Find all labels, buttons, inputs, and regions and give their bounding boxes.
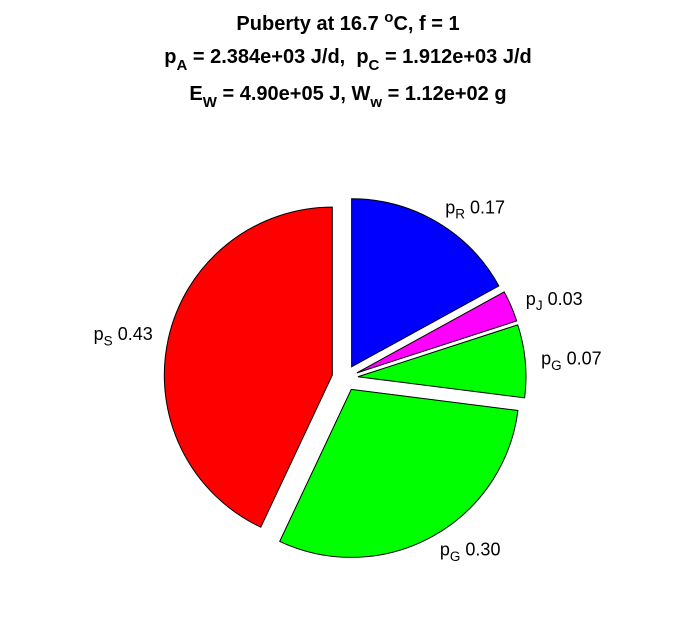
slice-value-label: 0.07 [567, 348, 602, 368]
slice-value-label: 0.43 [118, 324, 153, 344]
slice-value-label: 0.03 [548, 289, 583, 309]
script-text: G [551, 357, 562, 372]
pie-slice [357, 324, 527, 399]
chart-title-line: EW = 4.90e+05 J, Ww = 1.12e+02 g [189, 83, 506, 111]
slice-value-label: 0.30 [465, 539, 500, 559]
pie-slice [351, 198, 500, 368]
text-part: E [189, 83, 202, 105]
chart-title-line: pA = 2.384e+03 J/d, pC = 1.912e+03 J/d [164, 46, 531, 74]
script-text: w [369, 94, 382, 111]
text-part: = 1.912e+03 J/d [379, 46, 531, 68]
text-part: = 4.90e+05 J, W [217, 83, 371, 105]
text-part: Puberty at 16.7 [236, 13, 384, 35]
slice-label: pS 0.43 [94, 324, 153, 348]
pie-slice [356, 291, 518, 374]
text-part: = 2.384e+03 J/d, p [187, 46, 368, 68]
script-text: o [384, 9, 393, 26]
text-part: C, f = 1 [393, 13, 459, 35]
slice-label: pJ 0.03 [526, 289, 583, 313]
text-part: p [526, 289, 536, 309]
text-part: p [94, 324, 104, 344]
script-text: C [369, 57, 380, 74]
slice-label: pG 0.07 [541, 348, 602, 372]
text-part: p [445, 197, 455, 217]
script-text: R [455, 206, 465, 221]
script-text: G [450, 548, 461, 563]
pie-slice [279, 388, 519, 558]
text-part: p [164, 46, 176, 68]
text-part: p [440, 539, 450, 559]
slice-value-label: 0.17 [470, 197, 505, 217]
script-text: S [104, 333, 113, 348]
chart-title-line: Puberty at 16.7 oC, f = 1 [236, 9, 459, 35]
pie-slice [163, 206, 333, 528]
slice-label: pR 0.17 [445, 197, 505, 221]
text-part: p [541, 348, 551, 368]
script-text: W [203, 94, 218, 111]
text-part: = 1.12e+02 g [382, 83, 507, 105]
slice-label: pG 0.30 [440, 539, 501, 563]
script-text: J [536, 298, 543, 313]
script-text: A [176, 57, 187, 74]
